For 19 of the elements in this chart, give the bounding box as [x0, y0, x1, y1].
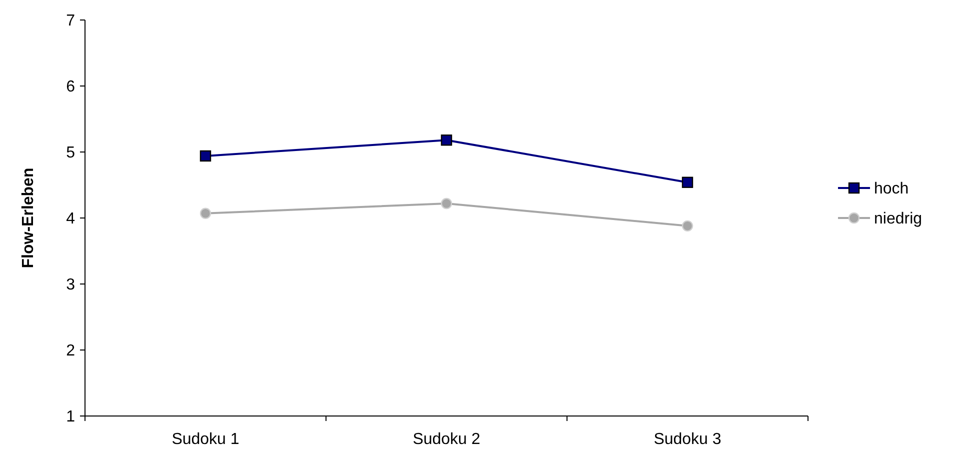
x-tick-label: Sudoku 3 [654, 431, 722, 448]
point [200, 208, 212, 219]
point [200, 150, 212, 162]
legend-label: niedrig [874, 210, 922, 228]
y-tick-label: 1 [66, 408, 76, 426]
x-tick-label: Sudoku 1 [172, 431, 240, 448]
point [682, 220, 694, 232]
point [440, 198, 452, 210]
y-axis-title: Flow-Erleben [20, 168, 37, 268]
y-tick-label: 3 [66, 276, 76, 294]
point [440, 134, 452, 146]
point [682, 176, 694, 188]
y-tick-label: 4 [66, 210, 76, 228]
y-tick-label: 2 [66, 342, 76, 360]
y-tick-label: 5 [66, 144, 76, 162]
x-tick-label: Sudoku 2 [412, 431, 480, 448]
y-tick-label: 6 [66, 78, 76, 96]
y-tick-label: 7 [66, 12, 76, 30]
legend-label: hoch [874, 180, 909, 198]
